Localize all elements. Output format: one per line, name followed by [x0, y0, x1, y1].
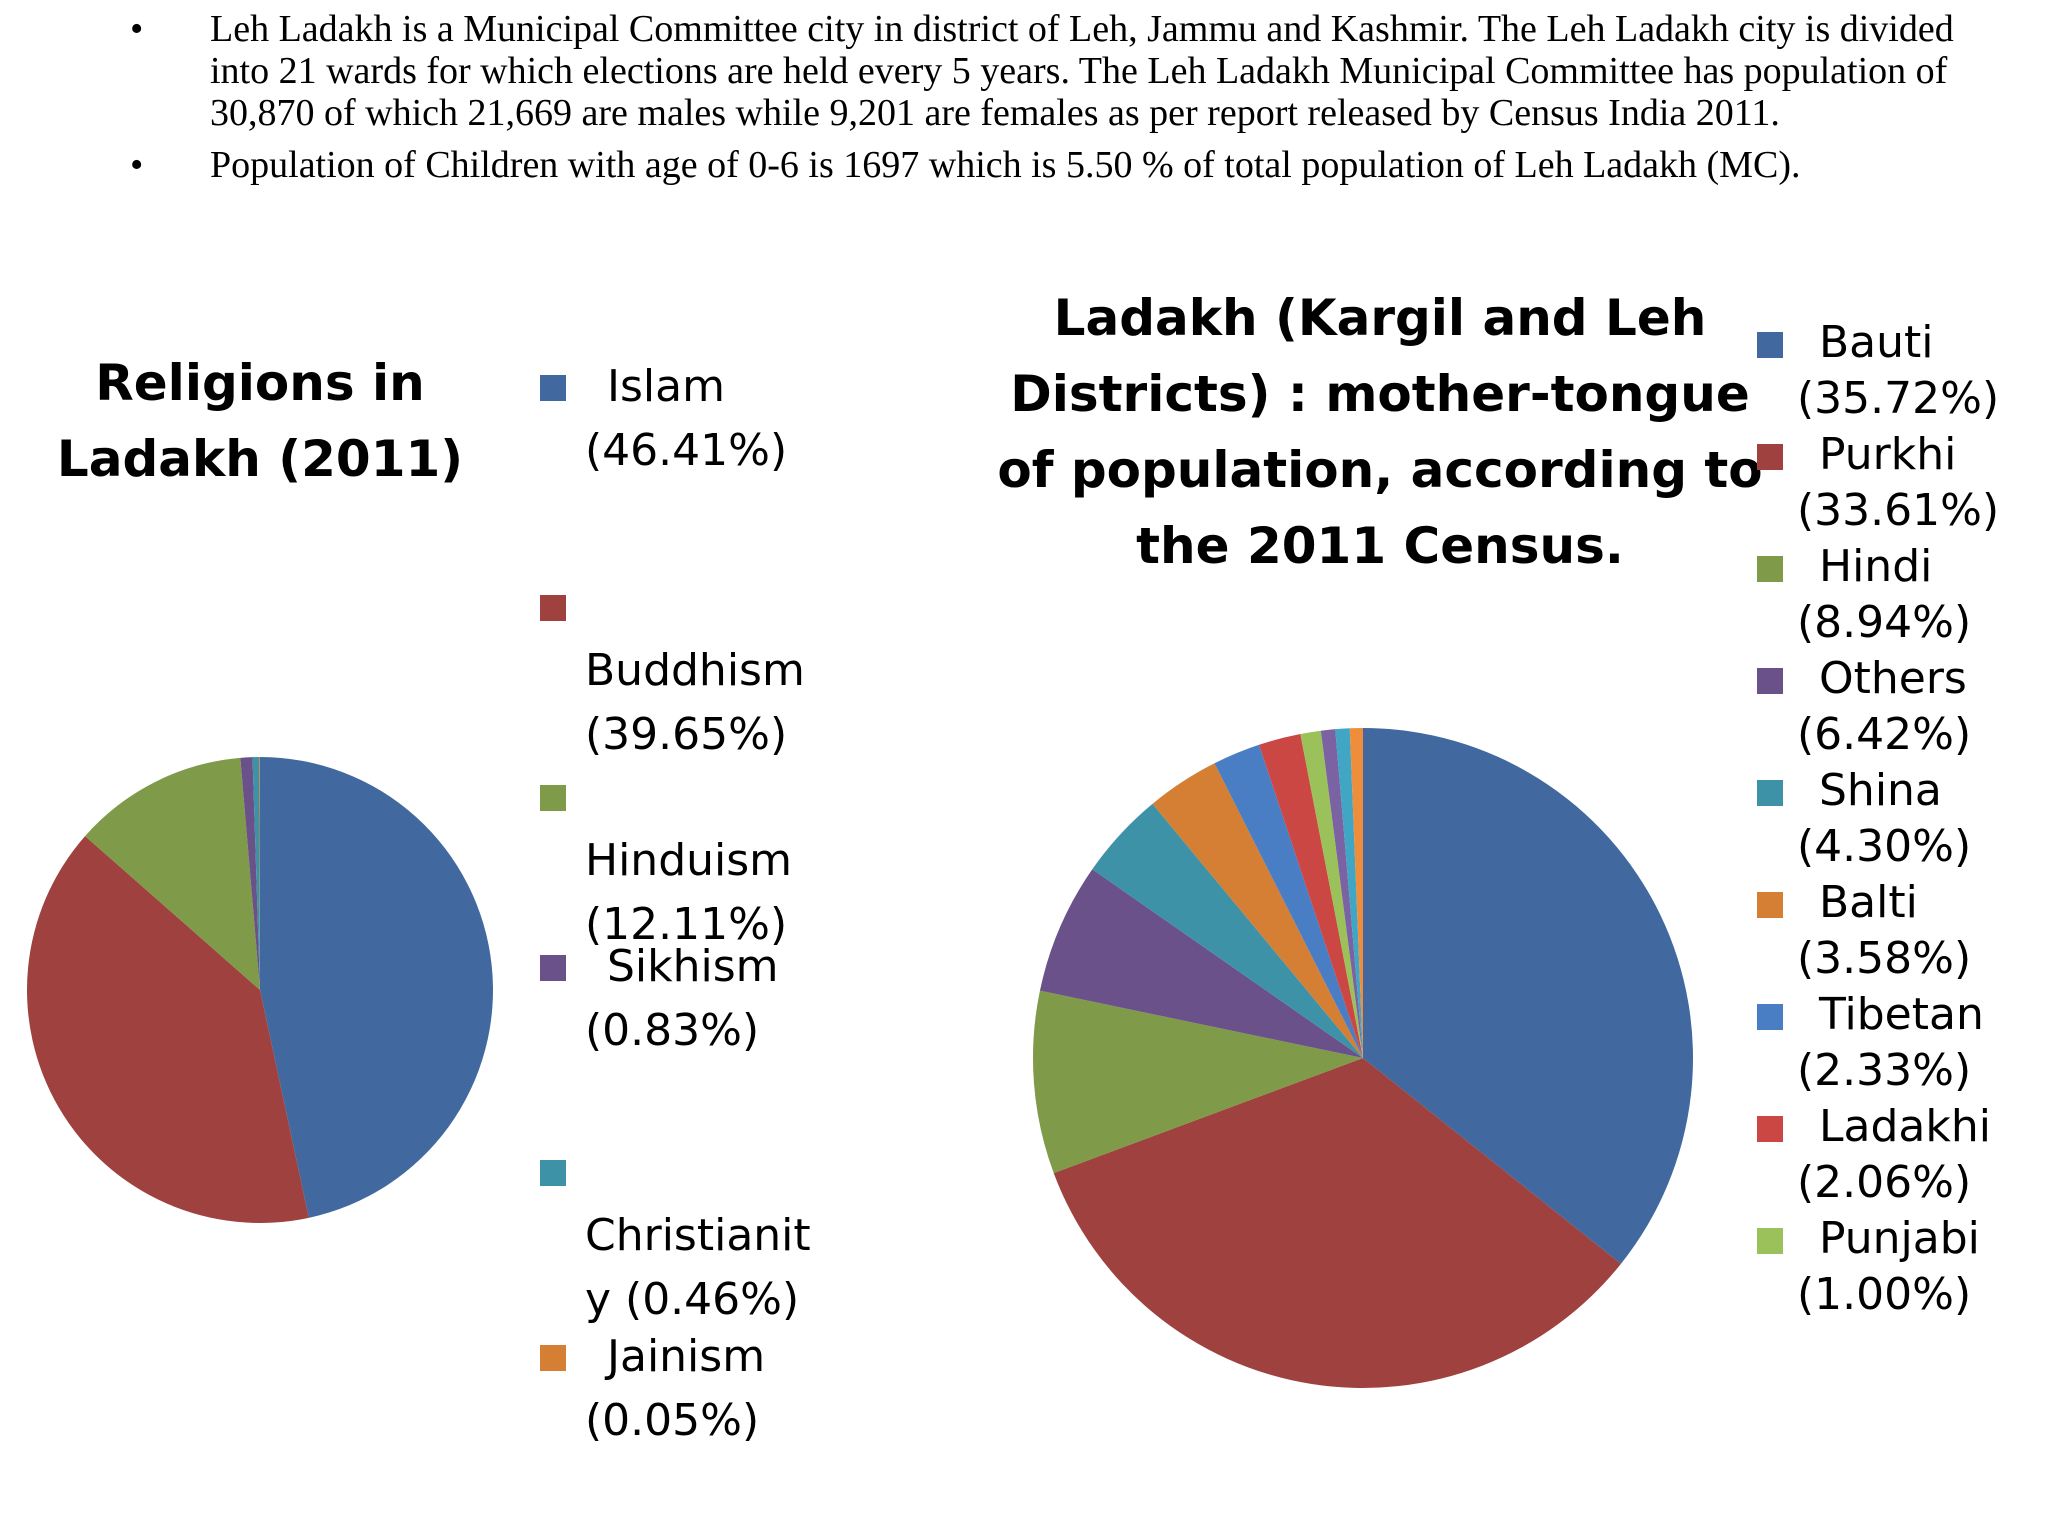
legend-percentage: (0.83%) — [585, 1005, 760, 1056]
legend-item: Hindi (8.94%) — [1757, 539, 2047, 651]
pie-slice-others — [1039, 869, 1363, 1058]
legend-label: Ladakhi — [1819, 1101, 1991, 1152]
legend-label: Bauti — [1819, 317, 1934, 368]
legend-swatch — [540, 1160, 566, 1186]
legend-item: Others (6.42%) — [1757, 651, 2047, 763]
legend-label: Purkhi — [1819, 429, 1957, 480]
legend-percentage: (46.41%) — [585, 425, 788, 476]
legend-swatch — [1757, 780, 1783, 806]
legend-label: Jainism — [607, 1331, 766, 1382]
pie-slice-ladakhi — [1259, 734, 1363, 1058]
legend-percentage: (12.11%) — [585, 899, 788, 950]
pie-slice-punjabi — [1300, 730, 1363, 1058]
legend-item: Islam (46.41%) — [540, 355, 885, 483]
legend-swatch — [540, 595, 566, 621]
legend-percentage: (35.72%) — [1797, 373, 2000, 424]
pie-slice-shina — [1092, 803, 1363, 1058]
legend-percentage: (0.05%) — [585, 1395, 760, 1446]
legend-percentage: (4.30%) — [1797, 821, 1972, 872]
pie-slice-hindi — [1033, 990, 1363, 1174]
legend-label: Shina — [1819, 765, 1942, 816]
legend-swatch — [1757, 1228, 1783, 1254]
legend-swatch — [1757, 892, 1783, 918]
legend-item: Buddhism (39.65%) — [540, 575, 885, 767]
mother-tongue-legend: Bauti (35.72%) Purkhi (33.61%) Hindi (8.94%) O… — [1757, 315, 2047, 1323]
pie-slice-jainism — [259, 757, 260, 990]
legend-swatch — [1757, 444, 1783, 470]
legend-item: Jainism (0.05%) — [540, 1325, 885, 1453]
legend-item: Shina (4.30%) — [1757, 763, 2047, 875]
religion-pie — [27, 757, 493, 1223]
legend-swatch — [1757, 1116, 1783, 1142]
pie-slice-christianity — [252, 757, 260, 990]
legend-swatch — [1757, 1004, 1783, 1030]
legend-item: Bauti (35.72%) — [1757, 315, 2047, 427]
bullet-text: Population of Children with age of 0-6 i… — [210, 144, 1801, 186]
pie-slice-unlabeled-2 — [1335, 728, 1363, 1058]
pie-slice-purkhi — [1053, 1058, 1621, 1388]
legend-percentage: (2.33%) — [1797, 1045, 1972, 1096]
legend-item: Christianit y (0.46%) — [540, 1140, 885, 1332]
pie-slice-unlabeled-1 — [1320, 729, 1363, 1058]
legend-label: Others — [1819, 653, 1967, 704]
legend-item: Sikhism (0.83%) — [540, 935, 885, 1063]
legend-label: Hinduism — [585, 835, 793, 886]
pie-slice-balti — [1152, 763, 1363, 1058]
legend-label: Christianit — [585, 1210, 811, 1261]
pie-slice-sikhism — [240, 757, 260, 990]
legend-percentage: (2.06%) — [1797, 1157, 1972, 1208]
legend-swatch — [540, 1345, 566, 1371]
religion-chart-title: Religions in Ladakh (2011) — [56, 354, 464, 488]
legend-percentage: y (0.46%) — [585, 1274, 800, 1325]
legend-label: Sikhism — [607, 941, 779, 992]
legend-swatch — [540, 955, 566, 981]
legend-item: Ladakhi (2.06%) — [1757, 1099, 2047, 1211]
legend-item: Tibetan (2.33%) — [1757, 987, 2047, 1099]
legend-swatch — [540, 785, 566, 811]
legend-label: Punjabi — [1819, 1213, 1980, 1264]
legend-percentage: (8.94%) — [1797, 597, 1972, 648]
legend-label: Hindi — [1819, 541, 1933, 592]
bullet-symbol: • — [130, 144, 144, 186]
legend-label: Tibetan — [1819, 989, 1984, 1040]
legend-percentage: (1.00%) — [1797, 1269, 1972, 1320]
legend-swatch — [1757, 556, 1783, 582]
legend-percentage: (39.65%) — [585, 709, 788, 760]
legend-label: Balti — [1819, 877, 1918, 928]
bullet-list: • Leh Ladakh is a Municipal Committee ci… — [120, 8, 2000, 196]
legend-swatch — [1757, 332, 1783, 358]
mother-tongue-chart-title: Ladakh (Kargil and Leh Districts) : moth… — [997, 289, 1763, 575]
legend-label: Islam — [607, 361, 725, 412]
legend-item: Purkhi (33.61%) — [1757, 427, 2047, 539]
legend-label: Buddhism — [585, 645, 805, 696]
pie-slice-islam — [260, 757, 493, 1218]
bullet-symbol: • — [130, 8, 144, 50]
legend-percentage: (6.42%) — [1797, 709, 1972, 760]
mother-tongue-pie — [1033, 728, 1693, 1388]
bullet-item: • Population of Children with age of 0-6… — [120, 144, 2000, 186]
legend-percentage: (33.61%) — [1797, 485, 2000, 536]
bullet-item: • Leh Ladakh is a Municipal Committee ci… — [120, 8, 2000, 134]
pie-slice-tibetan — [1214, 744, 1363, 1058]
pie-slice-bauti — [1363, 728, 1693, 1264]
legend-swatch — [1757, 668, 1783, 694]
legend-swatch — [540, 375, 566, 401]
pie-slice-unlabeled-3 — [1349, 728, 1363, 1058]
pie-slice-hinduism — [85, 757, 261, 990]
legend-item: Balti (3.58%) — [1757, 875, 2047, 987]
pie-slice-buddhism — [27, 836, 309, 1223]
legend-item: Punjabi (1.00%) — [1757, 1211, 2047, 1323]
legend-item: Hinduism (12.11%) — [540, 765, 885, 957]
legend-percentage: (3.58%) — [1797, 933, 1972, 984]
bullet-text: Leh Ladakh is a Municipal Committee city… — [210, 8, 1954, 134]
